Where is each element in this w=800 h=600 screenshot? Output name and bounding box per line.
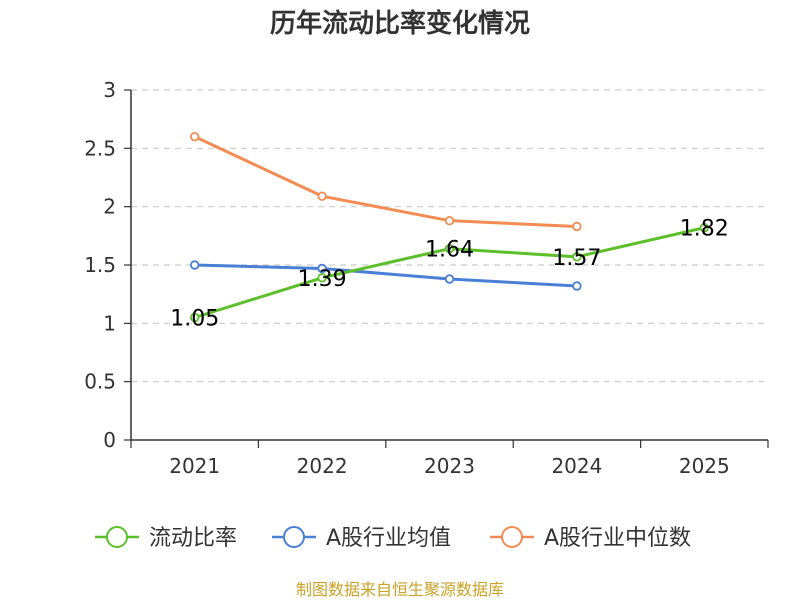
data-label: 1.57 [552,246,601,271]
x-tick-label: 2024 [551,454,602,478]
y-tick-label: 3 [103,78,116,102]
legend-item[interactable]: 流动比率 [95,526,237,551]
data-point[interactable] [444,215,455,226]
x-tick-label: 2021 [169,454,220,478]
source-note: 制图数据来自恒生聚源数据库 [296,580,504,599]
data-point[interactable] [572,281,582,291]
x-tick-label: 2023 [424,454,475,478]
data-point[interactable] [572,221,582,232]
data-label: 1.39 [298,267,347,292]
data-point[interactable] [317,191,327,201]
data-labels: 1.05 1.39 1.64 1.57 1.82 [170,217,729,332]
legend[interactable]: 流动比率 A股行业均值 A股行业中位数 [95,526,691,551]
legend-item[interactable]: A股行业中位数 [490,526,691,551]
x-tick-label: 2025 [679,454,730,478]
data-point[interactable] [189,131,200,142]
x-tick-label: 2022 [297,454,348,478]
data-point[interactable] [317,263,327,274]
y-tick-label: 1.5 [84,253,116,277]
y-tick-label: 0.5 [84,370,116,394]
axes: 0 0.5 1 1.5 2 2.5 3 2021 2022 2023 2024 2025 [84,78,769,478]
series-group [189,131,709,323]
series-line [194,263,577,288]
data-point[interactable] [189,312,200,323]
legend-marker [283,526,305,548]
data-label: 1.82 [680,217,729,242]
legend-label: 流动比率 [149,526,237,551]
y-tick-label: 0 [103,428,116,452]
data-point[interactable] [444,274,455,284]
data-point[interactable] [444,243,455,254]
series-line [194,135,577,228]
data-point[interactable] [572,252,582,262]
data-point[interactable] [189,260,200,270]
data-point[interactable] [317,273,327,283]
data-label: 1.64 [425,238,474,263]
legend-label: A股行业中位数 [544,526,691,551]
data-point[interactable] [699,222,709,233]
legend-marker [501,526,523,548]
y-tick-label: 2.5 [84,136,116,160]
legend-label: A股行业均值 [326,526,451,551]
legend-item[interactable]: A股行业均值 [272,526,451,551]
chart-title: 历年流动比率变化情况 [270,8,530,39]
y-tick-label: 2 [103,195,116,219]
y-tick-label: 1 [103,311,116,335]
grid [131,89,768,383]
legend-marker [106,526,128,548]
data-label: 1.05 [170,307,219,332]
